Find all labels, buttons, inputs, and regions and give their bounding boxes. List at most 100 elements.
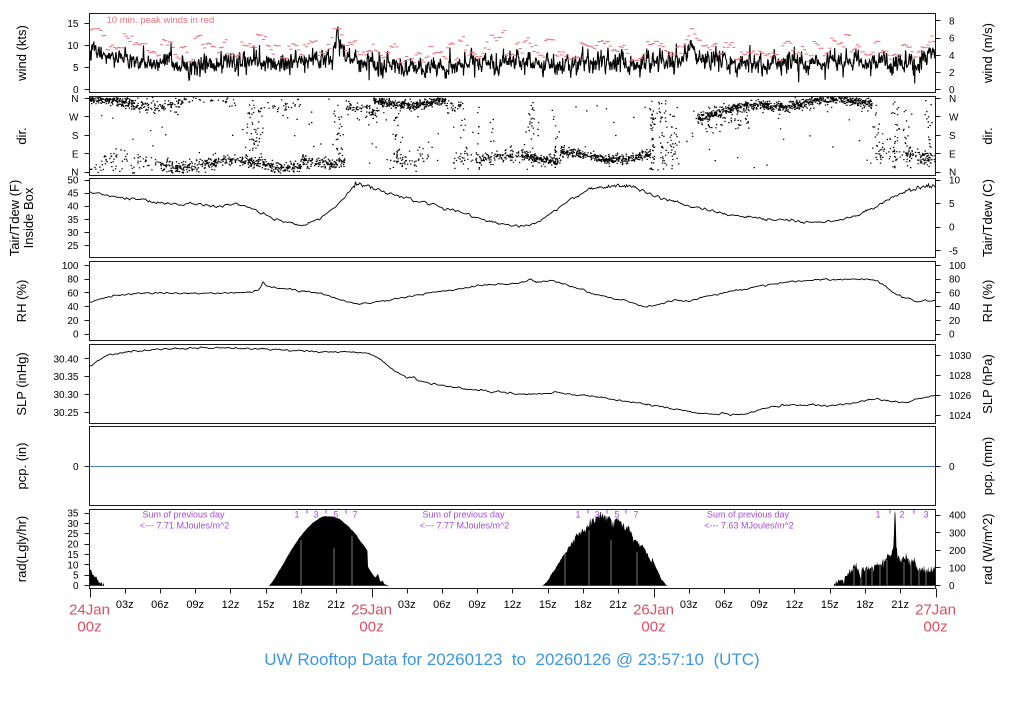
svg-text:300: 300 [949,528,966,539]
svg-text:S: S [72,131,79,142]
svg-text:12z: 12z [504,599,522,611]
svg-text:<--- 7.71 MJoules/m^2: <--- 7.71 MJoules/m^2 [140,521,230,531]
svg-text:30.35: 30.35 [53,372,78,383]
svg-text:UW Rooftop Data for 20260123: UW Rooftop Data for 20260123 to 20260126… [264,650,759,669]
svg-text:26Jan: 26Jan [633,602,674,619]
svg-text:SLP (inHg): SLP (inHg) [14,352,29,415]
svg-text:1: 1 [875,510,880,520]
svg-text:12z: 12z [222,599,240,611]
svg-text:40: 40 [949,302,961,313]
svg-text:E: E [72,149,79,160]
svg-text:1: 1 [575,510,580,520]
svg-text:15: 15 [67,19,79,30]
svg-text:rad (W/m^2): rad (W/m^2) [980,513,995,584]
svg-text:15z: 15z [821,599,839,611]
svg-text:Tair/Tdew (C): Tair/Tdew (C) [980,179,995,257]
svg-text:45: 45 [67,189,79,200]
svg-text:Sum of previous day: Sum of previous day [707,510,790,520]
svg-text:Inside Box: Inside Box [21,187,36,248]
svg-text:09z: 09z [186,599,204,611]
svg-text:24Jan: 24Jan [69,602,110,619]
svg-text:100: 100 [949,261,966,272]
svg-text:100: 100 [62,261,79,272]
svg-text:21z: 21z [327,599,345,611]
svg-text:wind (m/s): wind (m/s) [980,23,995,84]
svg-text:21z: 21z [609,599,627,611]
svg-text:4: 4 [949,51,955,62]
svg-text:2: 2 [949,68,955,79]
svg-text:7: 7 [633,510,638,520]
svg-text:00z: 00z [641,619,665,636]
svg-text:N: N [949,168,956,179]
svg-text:200: 200 [949,546,966,557]
svg-text:60: 60 [949,288,961,299]
svg-text:Sum of previous day: Sum of previous day [422,510,505,520]
svg-text:W: W [949,113,959,124]
svg-text:pcp. (mm): pcp. (mm) [980,437,995,496]
svg-text:15z: 15z [257,599,275,611]
svg-text:10 min. peak winds in red: 10 min. peak winds in red [107,15,215,26]
svg-text:1: 1 [294,510,299,520]
svg-text:35: 35 [67,509,79,520]
svg-text:pcp. (in): pcp. (in) [14,443,29,490]
svg-text:18z: 18z [856,599,874,611]
svg-text:5: 5 [949,199,955,210]
svg-text:30.25: 30.25 [53,408,78,419]
svg-text:03z: 03z [398,599,416,611]
svg-text:10: 10 [949,176,961,187]
svg-text:3: 3 [313,510,318,520]
svg-text:00z: 00z [923,619,947,636]
svg-text:0: 0 [949,330,955,341]
svg-text:-5: -5 [949,246,958,257]
svg-text:0: 0 [73,330,79,341]
svg-text:20: 20 [67,316,79,327]
svg-text:1026: 1026 [949,391,972,402]
svg-text:N: N [71,168,78,179]
svg-text:8: 8 [949,17,955,28]
svg-text:RH (%): RH (%) [980,280,995,323]
svg-text:20: 20 [67,540,79,551]
svg-text:12z: 12z [786,599,804,611]
svg-text:N: N [71,94,78,105]
svg-text:S: S [949,131,956,142]
svg-text:5: 5 [73,63,79,74]
svg-text:E: E [949,149,956,160]
svg-text:25: 25 [67,241,79,252]
svg-text:5: 5 [73,571,79,582]
svg-text:03z: 03z [680,599,698,611]
svg-text:7: 7 [352,510,357,520]
svg-text:0: 0 [73,462,79,473]
svg-text:dir.: dir. [980,127,995,144]
svg-text:06z: 06z [433,599,451,611]
svg-text:2: 2 [899,510,904,520]
svg-text:30.40: 30.40 [53,354,78,365]
svg-text:0: 0 [73,581,79,592]
svg-text:06z: 06z [715,599,733,611]
svg-text:Sum of previous day: Sum of previous day [142,510,225,520]
svg-text:20: 20 [949,316,961,327]
svg-text:21z: 21z [891,599,909,611]
svg-text:30: 30 [67,519,79,530]
svg-text:dir.: dir. [14,127,29,144]
svg-text:1028: 1028 [949,371,972,382]
svg-text:03z: 03z [116,599,134,611]
svg-text:3: 3 [594,510,599,520]
svg-text:00z: 00z [359,619,383,636]
svg-text:60: 60 [67,288,79,299]
svg-text:25Jan: 25Jan [351,602,392,619]
svg-text:09z: 09z [750,599,768,611]
svg-text:50: 50 [67,176,79,187]
svg-text:40: 40 [67,302,79,313]
svg-text:10: 10 [67,560,79,571]
svg-text:0: 0 [73,85,79,96]
svg-text:<--- 7.77 MJoules/m^2: <--- 7.77 MJoules/m^2 [420,521,510,531]
svg-text:15: 15 [67,550,79,561]
svg-text:27Jan: 27Jan [915,602,956,619]
svg-text:rad(Lgly/hr): rad(Lgly/hr) [14,516,29,582]
svg-text:00z: 00z [77,619,101,636]
svg-text:6: 6 [949,34,955,45]
svg-text:0: 0 [949,462,955,473]
svg-text:15z: 15z [539,599,557,611]
svg-text:5: 5 [333,510,338,520]
svg-text:18z: 18z [292,599,310,611]
